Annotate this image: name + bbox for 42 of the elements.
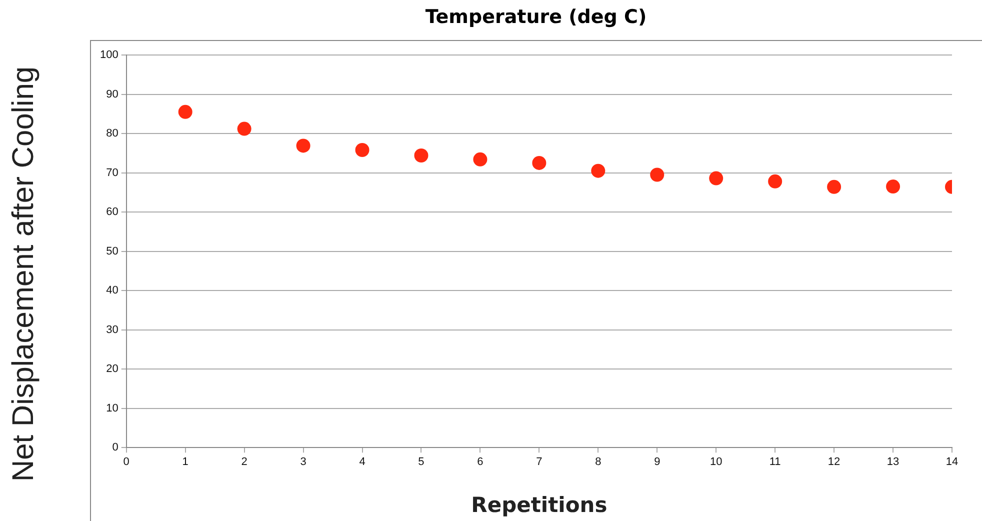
point xyxy=(768,174,782,188)
x-tick-label: 10 xyxy=(710,456,722,468)
y-tick-label: 20 xyxy=(106,363,118,376)
point xyxy=(532,156,546,170)
point xyxy=(355,143,370,158)
y-tick-label: 60 xyxy=(106,206,118,218)
y-tick-label: 10 xyxy=(106,402,118,414)
chart-title: Temperature (deg C) xyxy=(424,6,648,28)
x-tick-label: 7 xyxy=(536,456,542,468)
point xyxy=(591,164,606,178)
point xyxy=(296,138,310,153)
x-tick-label: 6 xyxy=(477,456,484,468)
x-tick-label: 13 xyxy=(886,456,900,468)
y-axis-title: Net Displacement after Cooling xyxy=(7,66,41,482)
y-tick-label: 80 xyxy=(106,128,118,140)
x-tick-label: 9 xyxy=(654,456,660,468)
point xyxy=(709,171,724,186)
x-tick-label: 8 xyxy=(595,456,602,468)
y-tick-label: 0 xyxy=(112,442,118,454)
x-tick-label: 12 xyxy=(828,456,840,468)
x-tick-label: 11 xyxy=(769,456,781,468)
x-tick-label: 3 xyxy=(300,456,306,468)
x-tick-label: 1 xyxy=(182,456,188,468)
x-tick-label: 2 xyxy=(241,456,248,468)
y-tick-label: 100 xyxy=(100,49,118,62)
point xyxy=(827,180,842,194)
point xyxy=(414,148,428,163)
x-tick-label: 14 xyxy=(946,456,958,468)
point xyxy=(237,122,252,136)
point xyxy=(178,104,192,119)
x-tick-label: 4 xyxy=(359,456,366,468)
y-tick-label: 40 xyxy=(106,284,118,297)
point xyxy=(650,168,664,182)
x-tick-label: 5 xyxy=(418,456,424,468)
y-tick-label: 90 xyxy=(106,88,118,100)
y-tick-label: 70 xyxy=(106,166,118,179)
x-tick-label: 0 xyxy=(123,456,130,468)
y-tick-label: 30 xyxy=(106,324,118,336)
point xyxy=(886,180,900,194)
point xyxy=(473,152,488,166)
y-tick-label: 50 xyxy=(106,245,118,258)
x-axis-title: Repetitions xyxy=(471,492,608,517)
